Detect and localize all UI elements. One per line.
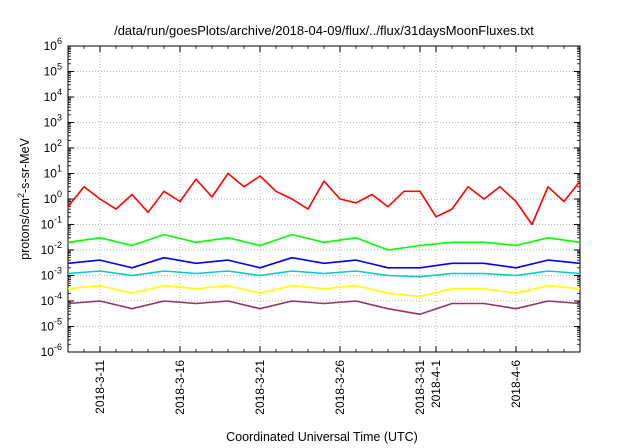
series-line-1: [67, 233, 581, 251]
y-tick-label: 104: [44, 87, 62, 104]
x-tick-label: 2018-4-1: [429, 360, 443, 408]
y-tick-label: 105: [44, 62, 62, 79]
y-tick-base: 10: [44, 141, 58, 155]
y-axis-label-suffix: -s-sr-MeV: [18, 137, 32, 193]
y-tick-label: 10-5: [41, 317, 62, 334]
y-tick-exponent: 6: [57, 36, 62, 46]
x-tick-label: 2018-4-6: [509, 360, 523, 408]
y-tick-label: 106: [44, 36, 62, 53]
y-tick-base: 10: [41, 320, 55, 334]
series-line-5: [67, 300, 581, 316]
y-tick-exponent: -1: [54, 215, 62, 225]
y-tick-label: 103: [44, 113, 62, 130]
series-line-4: [67, 284, 581, 298]
y-tick-exponent: -6: [54, 342, 62, 352]
y-tick-exponent: 4: [57, 87, 62, 97]
series-line-2: [67, 256, 581, 269]
y-tick-base: 10: [44, 116, 58, 130]
y-tick-label: 100: [44, 189, 62, 206]
y-tick-base: 10: [41, 269, 55, 283]
y-tick-exponent: -3: [54, 266, 62, 276]
x-axis-label: Coordinated Universal Time (UTC): [226, 430, 418, 444]
series-line-0: [67, 172, 581, 226]
y-tick-label: 10-1: [41, 215, 62, 232]
y-tick-base: 10: [44, 167, 58, 181]
series-line-3: [67, 270, 581, 278]
y-tick-base: 10: [41, 345, 55, 359]
y-axis-label-prefix: protons/cm: [18, 198, 32, 260]
y-axis-label: protons/cm2-s-sr-MeV: [16, 137, 32, 259]
x-tick-label: 2018-3-31: [413, 360, 427, 415]
y-tick-base: 10: [41, 218, 55, 232]
y-tick-label: 101: [44, 164, 62, 181]
x-tick-label: 2018-3-26: [333, 360, 347, 415]
y-tick-exponent: 3: [57, 113, 62, 123]
y-tick-label: 102: [44, 138, 62, 155]
y-tick-base: 10: [44, 192, 58, 206]
y-tick-base: 10: [44, 65, 58, 79]
y-tick-exponent: 0: [57, 189, 62, 199]
x-tick-label: 2018-3-11: [93, 360, 107, 414]
y-tick-exponent: -2: [54, 240, 62, 250]
y-tick-base: 10: [41, 243, 55, 257]
x-tick-labels: 2018-3-11 2018-3-16 2018-3-21 2018-3-26 2018…: [93, 360, 523, 415]
y-tick-exponent: -5: [54, 317, 62, 327]
y-tick-exponent: 5: [57, 62, 62, 72]
y-tick-exponent: 1: [57, 164, 62, 174]
y-tick-label: 10-6: [41, 342, 62, 359]
y-tick-label: 10-3: [41, 266, 62, 283]
chart-title: /data/run/goesPlots/archive/2018-04-09/f…: [114, 23, 534, 38]
y-tick-exponent: -4: [54, 291, 62, 301]
y-tick-labels: 10-610-510-410-310-210-11001011021031041…: [41, 36, 62, 359]
y-tick-base: 10: [41, 294, 55, 308]
x-tick-label: 2018-3-21: [253, 360, 267, 415]
tick-marks: [67, 45, 581, 353]
y-tick-base: 10: [44, 90, 58, 104]
y-tick-label: 10-4: [41, 291, 62, 308]
y-tick-label: 10-2: [41, 240, 62, 257]
y-axis-label-sup: 2: [16, 193, 26, 198]
y-tick-base: 10: [44, 39, 58, 53]
y-tick-exponent: 2: [57, 138, 62, 148]
x-tick-label: 2018-3-16: [173, 360, 187, 415]
series-group: [67, 172, 581, 316]
